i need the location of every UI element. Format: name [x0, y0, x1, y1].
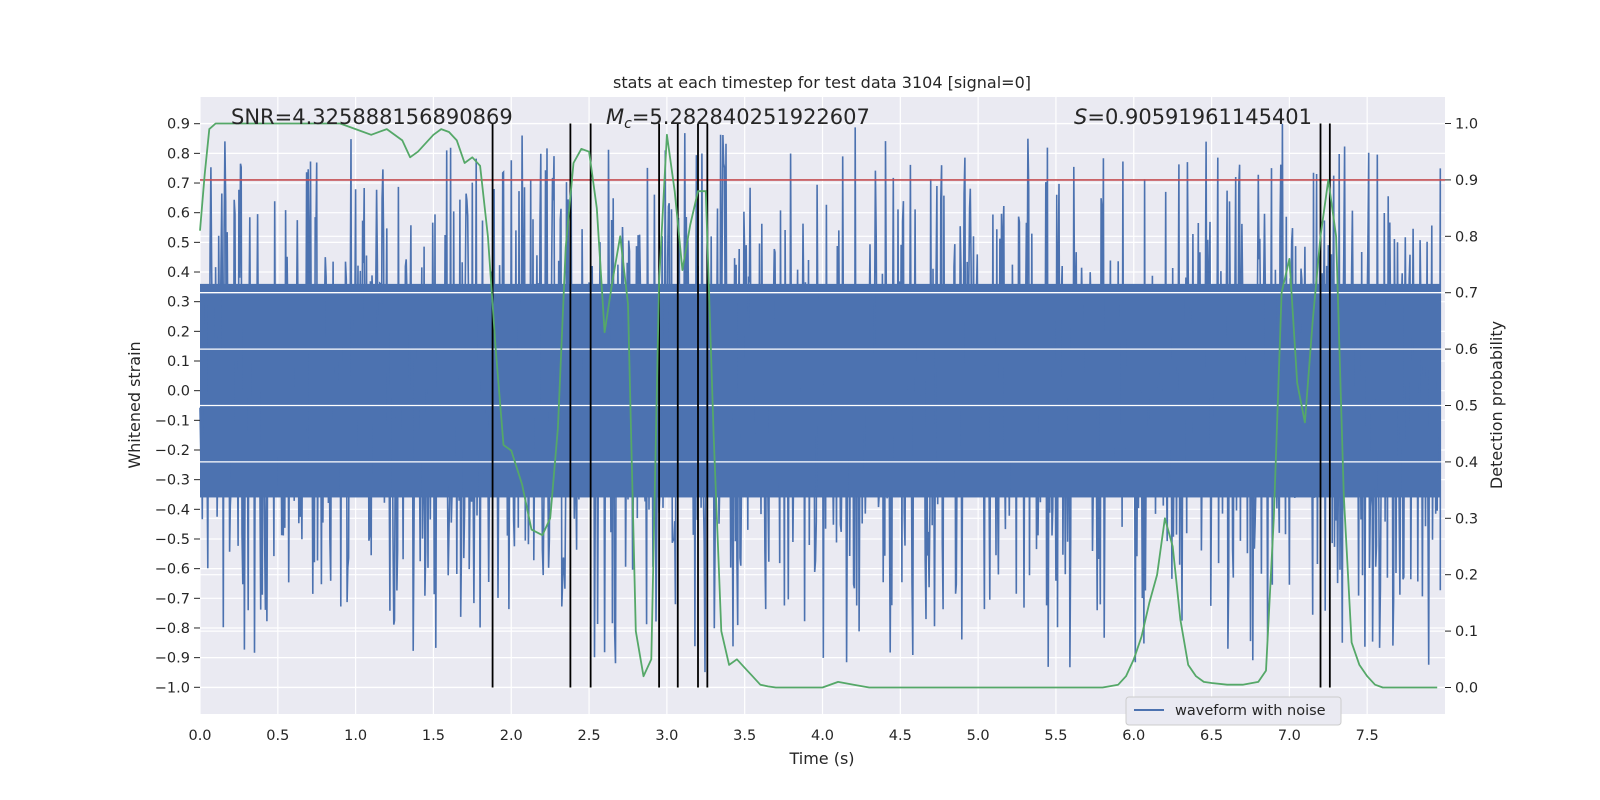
spin-value: =0.90591961145401 — [1087, 105, 1312, 129]
y-right-axis-label: Detection probability — [1487, 321, 1506, 489]
legend-box — [1125, 696, 1342, 726]
y-left-tick-label: −0.2 — [155, 443, 190, 459]
y-left-tick-label: −0.1 — [155, 413, 190, 429]
y-left-tick-label: 0.6 — [167, 206, 190, 222]
y-right-tick-label: 0.4 — [1455, 455, 1478, 471]
x-tick-label: 5.5 — [1044, 728, 1067, 744]
x-tick-label: 5.0 — [967, 728, 990, 744]
x-tick-label: 3.5 — [733, 728, 756, 744]
y-left-tick-label: −1.0 — [155, 680, 190, 696]
waveform-with-noise-line — [199, 123, 1442, 673]
y-right-tick-label: 0.1 — [1455, 624, 1478, 640]
y-left-tick-label: 0.0 — [167, 384, 190, 400]
detection-probability-series — [199, 122, 1438, 689]
y-right-axis-ticks: 1.0 0.9 0.8 0.7 0.6 0.5 0.4 0.3 0.2 0.1 0.0 — [1445, 117, 1478, 696]
y-left-tick-label: 0.4 — [167, 265, 190, 281]
x-tick-label: 3.0 — [655, 728, 678, 744]
x-tick-label: 7.5 — [1356, 728, 1379, 744]
y-left-tick-label: −0.8 — [155, 621, 190, 637]
x-tick-label: 4.5 — [889, 728, 912, 744]
y-left-tick-label: −0.6 — [155, 562, 190, 578]
chirp-mass-value: =5.282840251922607 — [632, 105, 870, 129]
y-left-tick-label: 0.2 — [167, 324, 190, 340]
chirp-mass-symbol: M — [606, 105, 624, 129]
y-left-tick-label: −0.3 — [155, 473, 190, 489]
legend-label-waveform: waveform with noise — [1175, 703, 1326, 719]
x-tick-label: 1.0 — [344, 728, 367, 744]
spin-annotation: S=0.90591961145401 — [1074, 105, 1312, 129]
x-tick-label: 0.5 — [266, 728, 289, 744]
y-left-tick-label: −0.7 — [155, 591, 190, 607]
y-left-tick-label: 0.8 — [167, 146, 190, 162]
x-tick-label: 2.0 — [500, 728, 523, 744]
y-left-tick-label: −0.5 — [155, 532, 190, 548]
x-axis-ticks: 0.0 0.5 1.0 1.5 2.0 2.5 3.0 3.5 4.0 4.5 5.0 5.5 6.0 6… — [188, 728, 1378, 744]
chirp-mass-subscript: c — [624, 116, 632, 132]
y-right-tick-label: 1.0 — [1455, 117, 1478, 133]
y-left-axis-label: Whitened strain — [125, 341, 144, 468]
spin-symbol: S — [1074, 105, 1087, 129]
x-tick-label: 0.0 — [188, 728, 211, 744]
y-left-tick-label: 0.1 — [167, 354, 190, 370]
waveform-with-noise-series — [199, 123, 1445, 673]
detection-probability-line — [199, 122, 1438, 689]
chirp-mass-annotation: Mc=5.282840251922607 — [606, 105, 870, 132]
y-left-tick-label: 0.5 — [167, 235, 190, 251]
chart-title: stats at each timestep for test data 310… — [613, 73, 1031, 92]
snr-annotation: SNR=4.325888156890869 — [231, 105, 513, 129]
y-left-axis-ticks: 0.9 0.8 0.7 0.6 0.5 0.4 0.3 0.2 0.1 0.0 −0.1 −0.2 −0… — [155, 117, 200, 696]
y-right-tick-label: 0.0 — [1455, 680, 1478, 696]
x-tick-label: 7.0 — [1278, 728, 1301, 744]
x-tick-label: 1.5 — [422, 728, 445, 744]
x-axis-label: Time (s) — [788, 749, 854, 768]
y-right-tick-label: 0.7 — [1455, 286, 1478, 302]
y-left-tick-label: 0.7 — [167, 176, 190, 192]
y-right-tick-label: 0.5 — [1455, 399, 1478, 415]
y-left-tick-label: −0.9 — [155, 651, 190, 667]
x-tick-label: 4.0 — [811, 728, 834, 744]
y-left-tick-label: 0.9 — [167, 117, 190, 133]
y-left-tick-label: −0.4 — [155, 502, 190, 518]
x-tick-label: 6.5 — [1200, 728, 1223, 744]
x-tick-label: 6.0 — [1122, 728, 1145, 744]
x-tick-label: 2.5 — [578, 728, 601, 744]
y-right-tick-label: 0.9 — [1455, 173, 1478, 189]
y-right-tick-label: 0.8 — [1455, 229, 1478, 245]
y-right-tick-label: 0.2 — [1455, 568, 1478, 584]
legend: waveform with noise — [1125, 696, 1342, 726]
y-right-tick-label: 0.3 — [1455, 511, 1478, 527]
y-right-tick-label: 0.6 — [1455, 342, 1478, 358]
y-left-tick-label: 0.3 — [167, 295, 190, 311]
